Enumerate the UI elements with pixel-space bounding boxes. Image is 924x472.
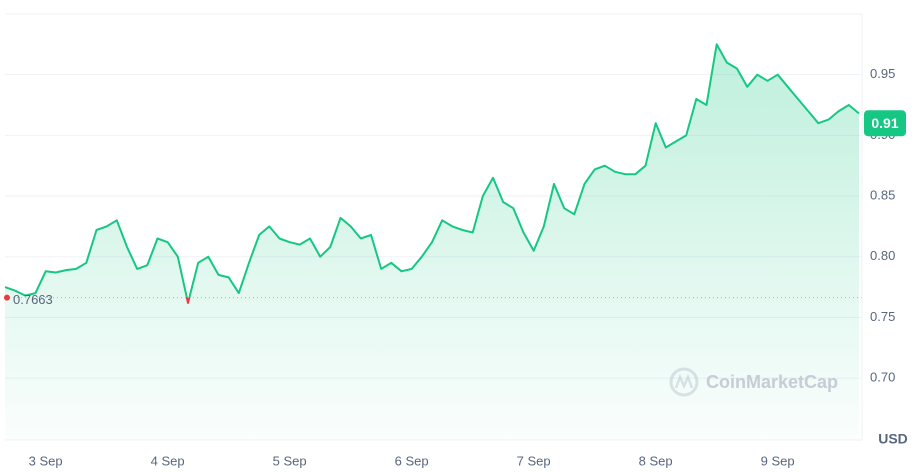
- plot: [4, 43, 862, 441]
- y-tick-label: 0.75: [870, 309, 895, 324]
- y-tick-label: 0.80: [870, 248, 895, 263]
- price-line: [4, 43, 860, 304]
- x-tick-label: 3 Sep: [29, 453, 63, 468]
- y-unit: USD: [878, 431, 908, 447]
- x-tick-label: 9 Sep: [761, 453, 795, 468]
- area: [5, 44, 859, 441]
- x-tick-label: 7 Sep: [517, 453, 551, 468]
- price-tag-label: 0.91: [871, 115, 898, 131]
- y-tick-label: 0.95: [870, 66, 895, 81]
- x-tick-label: 5 Sep: [273, 453, 307, 468]
- x-tick-label: 6 Sep: [395, 453, 429, 468]
- x-tick-label: 8 Sep: [639, 453, 673, 468]
- watermark-logo: [669, 367, 699, 397]
- reference-dot: [4, 294, 10, 301]
- reference-label: 0.7663: [13, 292, 53, 307]
- price-tag: [864, 110, 906, 137]
- y-tick-label: 0.70: [870, 370, 895, 385]
- x-tick-label: 4 Sep: [151, 453, 185, 468]
- watermark: CoinMarketCap: [706, 372, 838, 392]
- y-tick-label: 0.85: [870, 187, 895, 202]
